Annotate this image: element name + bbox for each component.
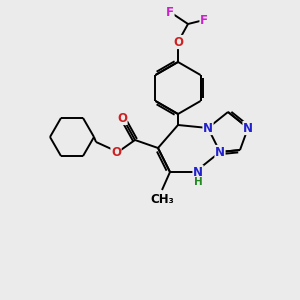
- Text: N: N: [193, 166, 203, 178]
- Text: N: N: [215, 146, 225, 158]
- Text: N: N: [203, 122, 213, 134]
- Text: N: N: [243, 122, 253, 134]
- Text: F: F: [166, 5, 174, 19]
- Text: O: O: [111, 146, 121, 158]
- Text: H: H: [194, 177, 202, 187]
- Text: O: O: [173, 35, 183, 49]
- Text: F: F: [200, 14, 208, 26]
- Text: O: O: [117, 112, 127, 124]
- Text: CH₃: CH₃: [150, 193, 174, 206]
